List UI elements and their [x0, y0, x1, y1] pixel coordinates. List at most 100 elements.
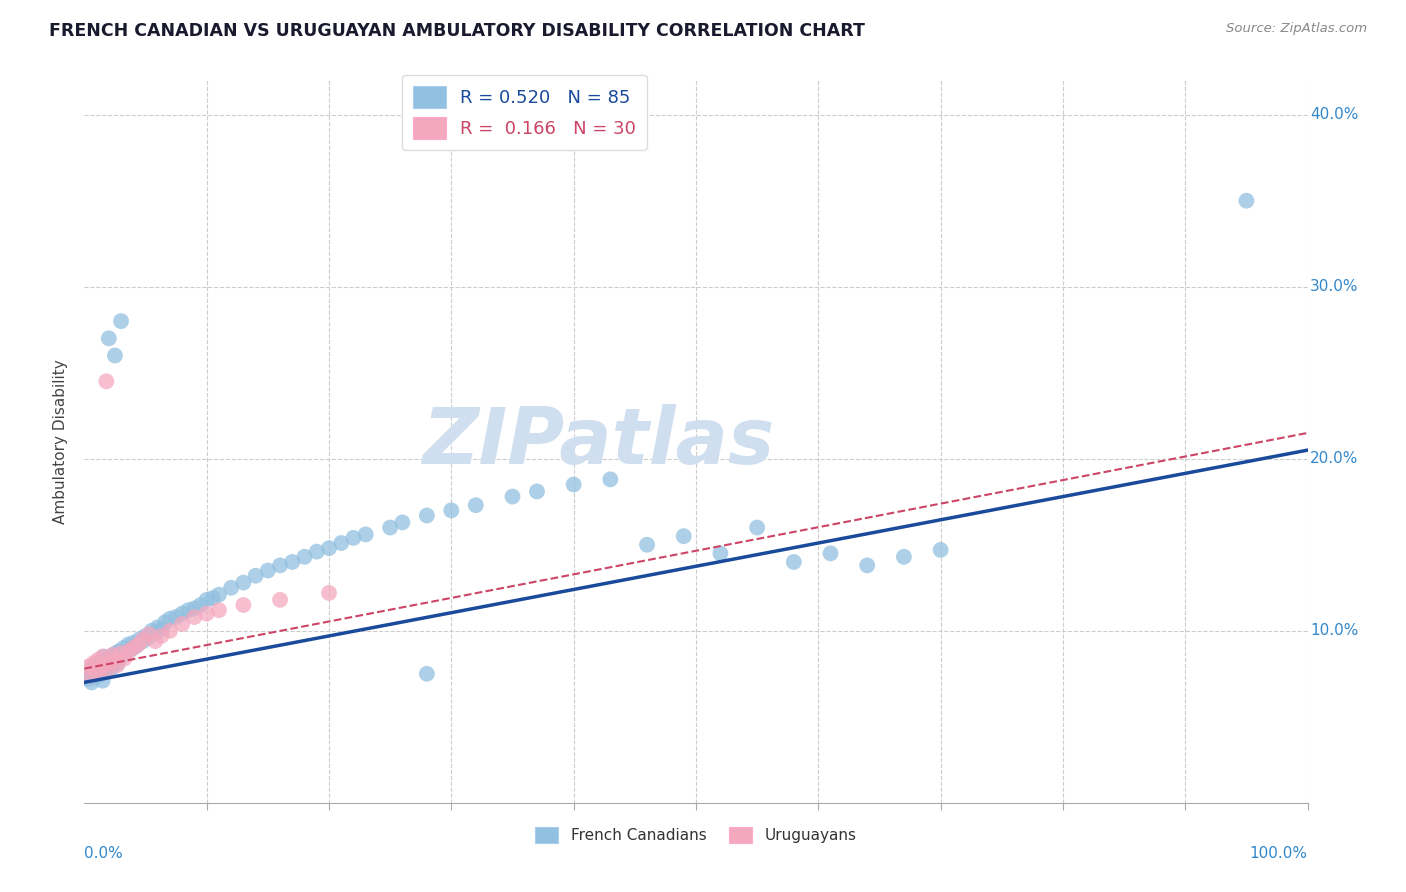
Point	[77, 660, 100, 674]
Point	[294, 549, 316, 564]
Point	[709, 546, 731, 560]
Point	[125, 639, 148, 653]
Point	[502, 490, 524, 504]
Point	[104, 349, 127, 363]
Point	[820, 546, 842, 560]
Point	[107, 644, 129, 658]
Point	[257, 564, 280, 578]
Point	[104, 653, 127, 667]
Point	[150, 629, 173, 643]
Point	[318, 541, 340, 556]
Point	[77, 672, 100, 686]
Point	[146, 620, 169, 634]
Point	[114, 651, 136, 665]
Point	[183, 601, 205, 615]
Point	[117, 644, 139, 658]
Point	[416, 508, 439, 523]
Point	[110, 649, 132, 664]
Point	[599, 472, 621, 486]
Point	[177, 603, 200, 617]
Point	[747, 520, 769, 534]
Point	[89, 664, 111, 678]
Point	[269, 592, 291, 607]
Point	[83, 670, 105, 684]
Point	[91, 673, 114, 688]
Point	[929, 542, 952, 557]
Point	[195, 607, 218, 621]
Point	[195, 592, 218, 607]
Point	[562, 477, 585, 491]
Point	[159, 624, 181, 638]
Point	[94, 665, 117, 679]
Point	[82, 657, 104, 671]
Point	[132, 632, 155, 647]
Point	[127, 638, 149, 652]
Point	[856, 558, 879, 573]
Point	[136, 631, 159, 645]
Point	[143, 634, 166, 648]
Point	[79, 666, 101, 681]
Point	[87, 653, 110, 667]
Y-axis label: Ambulatory Disability: Ambulatory Disability	[53, 359, 69, 524]
Point	[82, 662, 104, 676]
Point	[91, 649, 114, 664]
Point	[97, 331, 120, 345]
Point	[97, 657, 120, 671]
Point	[269, 558, 291, 573]
Point	[150, 622, 173, 636]
Point	[143, 625, 166, 640]
Point	[101, 658, 124, 673]
Point	[391, 516, 413, 530]
Point	[354, 527, 377, 541]
Point	[245, 568, 267, 582]
Text: 0.0%: 0.0%	[84, 847, 124, 861]
Point	[893, 549, 915, 564]
Point	[281, 555, 304, 569]
Point	[783, 555, 806, 569]
Point	[122, 640, 145, 655]
Point	[100, 662, 122, 676]
Point	[416, 666, 439, 681]
Point	[84, 665, 107, 679]
Point	[330, 536, 353, 550]
Text: 20.0%: 20.0%	[1310, 451, 1358, 467]
Point	[96, 375, 118, 389]
Point	[672, 529, 695, 543]
Text: 10.0%: 10.0%	[1310, 624, 1358, 639]
Point	[87, 668, 110, 682]
Text: 30.0%: 30.0%	[1310, 279, 1358, 294]
Point	[183, 610, 205, 624]
Point	[165, 610, 187, 624]
Point	[110, 314, 132, 328]
Point	[112, 640, 135, 655]
Text: ZIPatlas: ZIPatlas	[422, 403, 775, 480]
Point	[80, 675, 103, 690]
Text: FRENCH CANADIAN VS URUGUAYAN AMBULATORY DISABILITY CORRELATION CHART: FRENCH CANADIAN VS URUGUAYAN AMBULATORY …	[49, 22, 865, 40]
Point	[208, 588, 231, 602]
Point	[89, 662, 111, 676]
Point	[86, 665, 108, 679]
Point	[219, 581, 242, 595]
Point	[110, 646, 132, 660]
Point	[232, 598, 254, 612]
Point	[101, 648, 124, 662]
Point	[305, 544, 328, 558]
Point	[342, 531, 364, 545]
Point	[103, 648, 125, 662]
Point	[464, 498, 486, 512]
Point	[115, 644, 138, 658]
Point	[135, 629, 157, 643]
Point	[128, 632, 150, 647]
Point	[172, 616, 194, 631]
Point	[122, 636, 145, 650]
Point	[201, 591, 224, 606]
Point	[141, 624, 163, 638]
Point	[84, 658, 107, 673]
Text: 40.0%: 40.0%	[1310, 107, 1358, 122]
Point	[105, 658, 128, 673]
Point	[96, 653, 118, 667]
Point	[132, 634, 155, 648]
Point	[105, 657, 128, 671]
Point	[120, 642, 142, 657]
Point	[1236, 194, 1258, 208]
